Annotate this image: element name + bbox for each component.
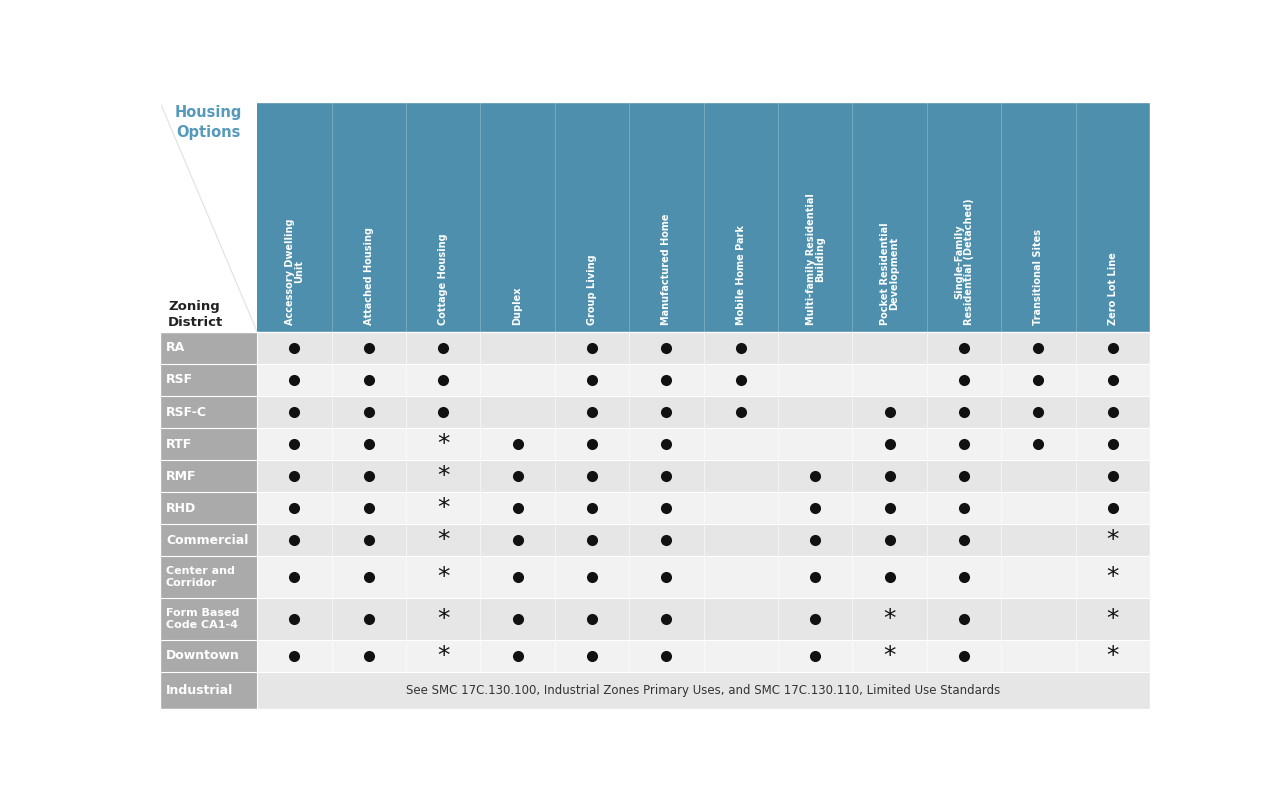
Text: Manufactured Home: Manufactured Home — [662, 213, 672, 325]
Text: RTF: RTF — [166, 438, 192, 450]
Text: *: * — [883, 607, 896, 631]
FancyBboxPatch shape — [257, 672, 1149, 709]
FancyBboxPatch shape — [160, 396, 257, 428]
FancyBboxPatch shape — [257, 102, 1149, 332]
Text: *: * — [436, 644, 449, 668]
FancyBboxPatch shape — [257, 524, 1149, 556]
FancyBboxPatch shape — [160, 102, 257, 332]
Text: Pocket Residential
Development: Pocket Residential Development — [881, 222, 900, 325]
Text: Attached Housing: Attached Housing — [364, 226, 374, 325]
FancyBboxPatch shape — [160, 556, 257, 598]
Text: RSF: RSF — [166, 374, 193, 386]
Text: Form Based
Code CA1-4: Form Based Code CA1-4 — [166, 608, 239, 630]
Text: Group Living: Group Living — [588, 254, 596, 325]
Text: See SMC 17C.130.100, Industrial Zones Primary Uses, and SMC 17C.130.110, Limited: See SMC 17C.130.100, Industrial Zones Pr… — [407, 684, 1001, 697]
Text: *: * — [883, 644, 896, 668]
Text: RSF-C: RSF-C — [166, 406, 207, 418]
Text: Center and
Corridor: Center and Corridor — [166, 566, 234, 588]
Text: RHD: RHD — [166, 502, 196, 514]
Text: *: * — [1107, 607, 1119, 631]
FancyBboxPatch shape — [257, 598, 1149, 640]
FancyBboxPatch shape — [160, 524, 257, 556]
FancyBboxPatch shape — [257, 640, 1149, 672]
Text: *: * — [1107, 565, 1119, 589]
FancyBboxPatch shape — [160, 598, 257, 640]
FancyBboxPatch shape — [257, 332, 1149, 364]
Text: *: * — [436, 565, 449, 589]
Text: Zoning
District: Zoning District — [168, 300, 223, 329]
FancyBboxPatch shape — [257, 492, 1149, 524]
FancyBboxPatch shape — [160, 428, 257, 460]
Text: Mobile Home Park: Mobile Home Park — [736, 225, 746, 325]
Text: Multi-family Residential
Building: Multi-family Residential Building — [805, 193, 824, 325]
Text: Duplex: Duplex — [512, 286, 522, 325]
Text: Accessory Dwelling
Unit: Accessory Dwelling Unit — [285, 218, 305, 325]
Text: Downtown: Downtown — [166, 650, 239, 662]
Text: *: * — [1107, 528, 1119, 552]
Text: *: * — [436, 432, 449, 456]
FancyBboxPatch shape — [160, 332, 257, 364]
FancyBboxPatch shape — [160, 492, 257, 524]
Text: *: * — [436, 464, 449, 488]
Text: Housing
Options: Housing Options — [175, 106, 242, 140]
Text: *: * — [436, 607, 449, 631]
Text: Cottage Housing: Cottage Housing — [438, 233, 448, 325]
FancyBboxPatch shape — [160, 364, 257, 396]
FancyBboxPatch shape — [160, 672, 257, 709]
Text: *: * — [1107, 644, 1119, 668]
Text: Commercial: Commercial — [166, 534, 248, 546]
Text: Zero Lot Line: Zero Lot Line — [1107, 252, 1117, 325]
FancyBboxPatch shape — [160, 640, 257, 672]
Text: Single-Family
Residential (Detached): Single-Family Residential (Detached) — [955, 198, 974, 325]
Text: Transitional Sites: Transitional Sites — [1033, 229, 1043, 325]
FancyBboxPatch shape — [257, 364, 1149, 396]
FancyBboxPatch shape — [257, 460, 1149, 492]
Text: *: * — [436, 528, 449, 552]
FancyBboxPatch shape — [257, 396, 1149, 428]
Text: *: * — [436, 496, 449, 520]
FancyBboxPatch shape — [257, 428, 1149, 460]
Text: RA: RA — [166, 342, 186, 354]
Text: RMF: RMF — [166, 470, 196, 482]
FancyBboxPatch shape — [257, 556, 1149, 598]
FancyBboxPatch shape — [160, 460, 257, 492]
Text: Industrial: Industrial — [166, 684, 233, 697]
